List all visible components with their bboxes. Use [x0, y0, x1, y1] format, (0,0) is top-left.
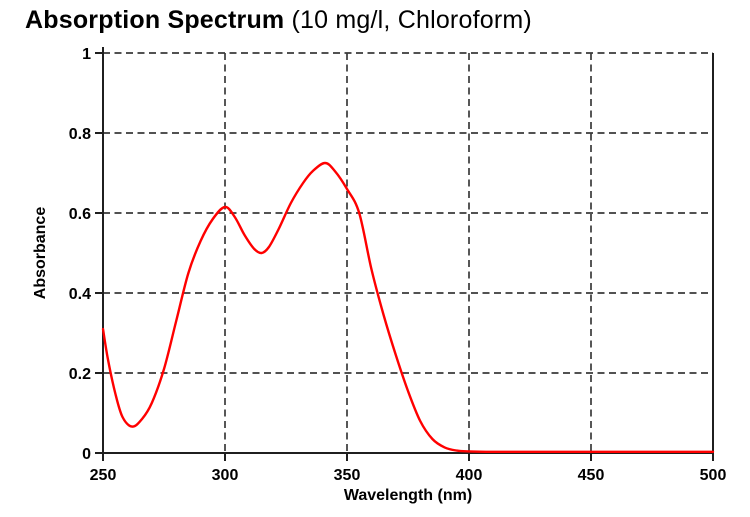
- x-tick-label-350: 350: [334, 467, 361, 484]
- y-tick-label-0.6: 0.6: [69, 206, 91, 223]
- y-tick-label-0: 0: [82, 446, 91, 463]
- x-tick-label-400: 400: [456, 467, 483, 484]
- x-tick-label-300: 300: [212, 467, 239, 484]
- y-tick-label-1: 1: [82, 46, 91, 63]
- spectrum-curve-0: [101, 161, 715, 454]
- x-tick-label-500: 500: [700, 467, 727, 484]
- chart-title-conditions: (10 mg/l, Chloroform): [284, 6, 532, 34]
- x-tick-label-450: 450: [578, 467, 605, 484]
- chart-title: Absorption Spectrum (10 mg/l, Chloroform…: [25, 6, 532, 35]
- y-tick-label-0.2: 0.2: [69, 366, 91, 383]
- y-tick-label-0.8: 0.8: [69, 126, 91, 143]
- x-tick-label-250: 250: [90, 467, 117, 484]
- y-tick-label-0.4: 0.4: [69, 286, 91, 303]
- chart-title-main: Absorption Spectrum: [25, 6, 285, 34]
- x-axis-label: Wavelength (nm): [343, 487, 473, 504]
